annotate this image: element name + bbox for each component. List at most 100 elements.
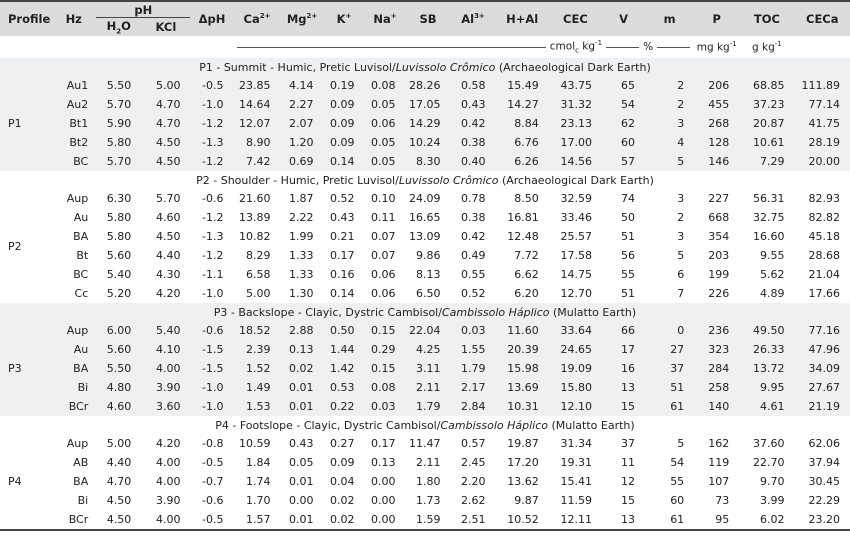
value-cell: 28.68 bbox=[808, 249, 841, 262]
value-cell: 5.80 bbox=[106, 136, 132, 149]
value-cell: -0.5 bbox=[201, 79, 224, 92]
value-cell: 323 bbox=[708, 343, 730, 356]
value-cell: 162 bbox=[708, 437, 730, 450]
value-cell: 1.44 bbox=[330, 343, 355, 356]
value-cell: 62.06 bbox=[808, 437, 841, 450]
table-row: BC 5.70 4.50 -1.2 7.42 0.69 0.14 0.05 8.30 0.40 6.… bbox=[0, 152, 850, 171]
value-cell: 4.50 bbox=[155, 230, 181, 243]
value-cell: 5.70 bbox=[155, 192, 181, 205]
value-cell: 13.72 bbox=[753, 362, 785, 375]
value-cell: 12.11 bbox=[548, 510, 603, 531]
value-cell: 2.20 bbox=[461, 475, 486, 488]
horizon-cell: BA bbox=[73, 475, 89, 488]
value-cell: 6.58 bbox=[246, 268, 271, 281]
value-cell: 0.17 bbox=[370, 437, 396, 450]
value-cell: 5.00 bbox=[155, 79, 181, 92]
value-cell: 1.33 bbox=[289, 268, 314, 281]
value-cell: 0.57 bbox=[461, 437, 486, 450]
value-cell: 14.56 bbox=[560, 155, 593, 168]
value-cell: 15.80 bbox=[560, 381, 593, 394]
horizon-cell: Au2 bbox=[66, 98, 89, 111]
value-cell: 17.20 bbox=[507, 456, 539, 469]
value-cell: 14.29 bbox=[409, 117, 441, 130]
value-cell: 0.01 bbox=[289, 475, 314, 488]
value-cell: 2.45 bbox=[461, 456, 486, 469]
value-cell: 23.20 bbox=[794, 510, 850, 531]
value-cell: 0.69 bbox=[289, 155, 314, 168]
value-cell: 0.43 bbox=[289, 437, 314, 450]
value-cell: -0.8 bbox=[201, 437, 224, 450]
value-cell: 0.02 bbox=[330, 494, 355, 507]
value-cell: 31.32 bbox=[560, 98, 593, 111]
value-cell: 1.59 bbox=[405, 510, 451, 531]
value-cell: -1.2 bbox=[201, 155, 224, 168]
value-cell: 5.80 bbox=[106, 211, 132, 224]
value-cell: 54 bbox=[621, 98, 636, 111]
value-cell: 32.75 bbox=[753, 211, 785, 224]
value-cell: 45.18 bbox=[808, 230, 841, 243]
value-cell: 1.42 bbox=[330, 362, 355, 375]
value-cell: 2 bbox=[677, 79, 685, 92]
value-cell: 0.00 bbox=[289, 494, 314, 507]
value-cell: 23.13 bbox=[560, 117, 593, 130]
table-row: AB 4.40 4.00 -0.5 1.84 0.05 0.09 0.13 2.11 2.45 17… bbox=[0, 453, 850, 472]
header-k: K+ bbox=[323, 1, 365, 36]
value-cell: 0.17 bbox=[330, 249, 355, 262]
horizon-cell: Bi bbox=[77, 494, 89, 507]
value-cell: 22.29 bbox=[808, 494, 841, 507]
value-cell: 1.84 bbox=[246, 456, 271, 469]
profile-id: P1 bbox=[8, 117, 22, 130]
value-cell: 0.00 bbox=[370, 475, 396, 488]
value-cell: 5.00 bbox=[106, 437, 132, 450]
value-cell: 5.70 bbox=[106, 155, 132, 168]
value-cell: 13.09 bbox=[409, 230, 441, 243]
value-cell: 2 bbox=[677, 211, 685, 224]
value-cell: 14.27 bbox=[507, 98, 539, 111]
table-row: Bt 5.60 4.40 -1.2 8.29 1.33 0.17 0.07 9.86 0.49 7.… bbox=[0, 246, 850, 265]
unit-percent: % bbox=[602, 36, 695, 58]
value-cell: 37 bbox=[670, 362, 685, 375]
value-cell: 0.06 bbox=[370, 287, 396, 300]
table-row: P1 Au1 5.50 5.00 -0.5 23.85 4.14 0.19 0.08 28.26 0… bbox=[0, 76, 850, 130]
value-cell: 0.52 bbox=[330, 192, 355, 205]
value-cell: 13 bbox=[621, 381, 636, 394]
horizon-cell: Bt1 bbox=[69, 117, 89, 130]
value-cell: 5.40 bbox=[106, 268, 132, 281]
value-cell: -1.2 bbox=[201, 117, 224, 130]
value-cell: 12.10 bbox=[560, 400, 593, 413]
value-cell: 5.60 bbox=[106, 343, 132, 356]
value-cell: 4.50 bbox=[96, 510, 142, 531]
value-cell: 2.62 bbox=[461, 494, 486, 507]
value-cell: 0.13 bbox=[289, 343, 314, 356]
value-cell: 4.00 bbox=[155, 475, 181, 488]
value-cell: 16.81 bbox=[507, 211, 539, 224]
value-cell: 4.50 bbox=[106, 494, 132, 507]
value-cell: 268 bbox=[708, 117, 730, 130]
value-cell: 0.08 bbox=[370, 79, 396, 92]
value-cell: 0.52 bbox=[461, 287, 486, 300]
value-cell: 6 bbox=[677, 268, 685, 281]
header-m: m bbox=[645, 1, 695, 36]
value-cell: 57 bbox=[621, 155, 636, 168]
value-cell: 4.61 bbox=[760, 400, 785, 413]
profile-id: P2 bbox=[8, 239, 22, 253]
value-cell: -1.0 bbox=[201, 287, 224, 300]
value-cell: 5.60 bbox=[106, 249, 132, 262]
profile-title: P3 - Backslope - Clayic, Dystric Cambiso… bbox=[213, 305, 637, 319]
header-hal: H+Al bbox=[495, 1, 549, 36]
value-cell: 6.26 bbox=[514, 155, 539, 168]
value-cell: 1.57 bbox=[233, 510, 281, 531]
value-cell: 0.03 bbox=[370, 400, 396, 413]
value-cell: 37.60 bbox=[753, 437, 785, 450]
value-cell: 1.52 bbox=[246, 362, 271, 375]
value-cell: 13.89 bbox=[239, 211, 271, 224]
header-profile: Profile bbox=[0, 1, 52, 36]
value-cell: 12.70 bbox=[560, 287, 593, 300]
value-cell: -0.5 bbox=[190, 510, 234, 531]
value-cell: 0.06 bbox=[370, 268, 396, 281]
value-cell: 15.41 bbox=[560, 475, 593, 488]
table-row: Bt2 5.80 4.50 -1.3 8.90 1.20 0.09 0.05 10.24 0.38… bbox=[0, 133, 850, 152]
profile-title: P2 - Shoulder - Humic, Pretic Luvisol/Lu… bbox=[196, 173, 654, 187]
value-cell: 4.70 bbox=[155, 98, 181, 111]
value-cell: 4 bbox=[677, 136, 685, 149]
